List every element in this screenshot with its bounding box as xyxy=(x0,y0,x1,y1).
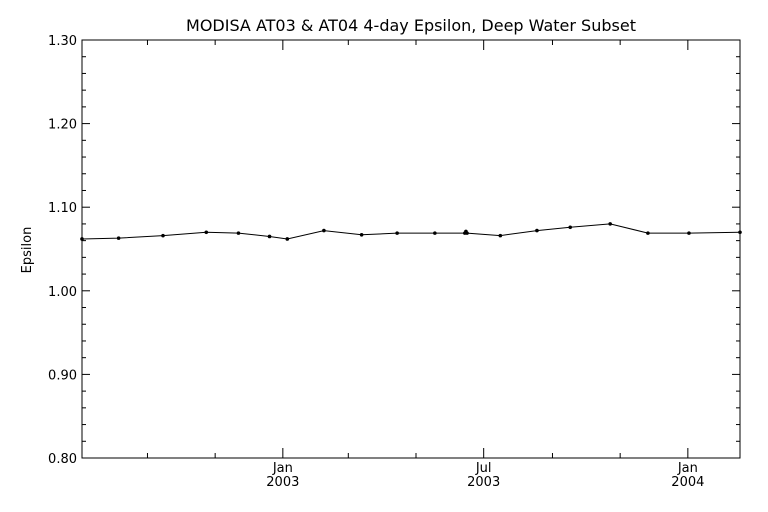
data-point xyxy=(161,233,165,238)
data-point xyxy=(80,237,84,241)
data-point xyxy=(568,225,573,230)
data-point xyxy=(498,233,503,238)
y-tick-label: 1.30 xyxy=(48,34,77,49)
y-tick-label: 0.80 xyxy=(48,452,77,467)
data-point xyxy=(322,228,326,233)
data-point xyxy=(359,232,364,237)
data-point xyxy=(687,231,691,235)
data-point xyxy=(204,230,209,235)
data-point xyxy=(116,236,121,240)
data-point xyxy=(236,231,241,235)
x-tick-label: Jan xyxy=(677,461,698,476)
x-tick-label: Jan xyxy=(272,461,293,476)
x-tick-label: 2004 xyxy=(671,475,704,490)
data-point xyxy=(738,230,742,235)
plot-frame xyxy=(81,39,741,459)
data-point xyxy=(465,231,469,235)
series-line xyxy=(81,223,741,240)
data-point xyxy=(433,231,437,235)
data-point xyxy=(395,231,399,235)
data-point xyxy=(535,228,539,233)
data-point xyxy=(267,234,272,239)
y-tick-label: 1.10 xyxy=(48,201,77,216)
x-tick-label: Jul xyxy=(475,461,492,476)
chart-title: MODISA AT03 & AT04 4-day Epsilon, Deep W… xyxy=(186,16,636,35)
x-tick-label: 2003 xyxy=(467,475,500,490)
data-point xyxy=(608,222,612,226)
data-point xyxy=(285,237,290,241)
y-tick-label: 1.20 xyxy=(48,118,77,133)
y-tick-label: 1.00 xyxy=(48,285,77,300)
y-tick-label: 0.90 xyxy=(48,368,77,383)
y-axis-label: Epsilon xyxy=(20,227,35,274)
series-layer xyxy=(80,222,742,241)
axes: 0.800.901.001.101.201.30Jan2003Jul2003Ja… xyxy=(48,34,740,490)
data-point xyxy=(646,231,650,235)
x-tick-label: 2003 xyxy=(266,475,299,490)
